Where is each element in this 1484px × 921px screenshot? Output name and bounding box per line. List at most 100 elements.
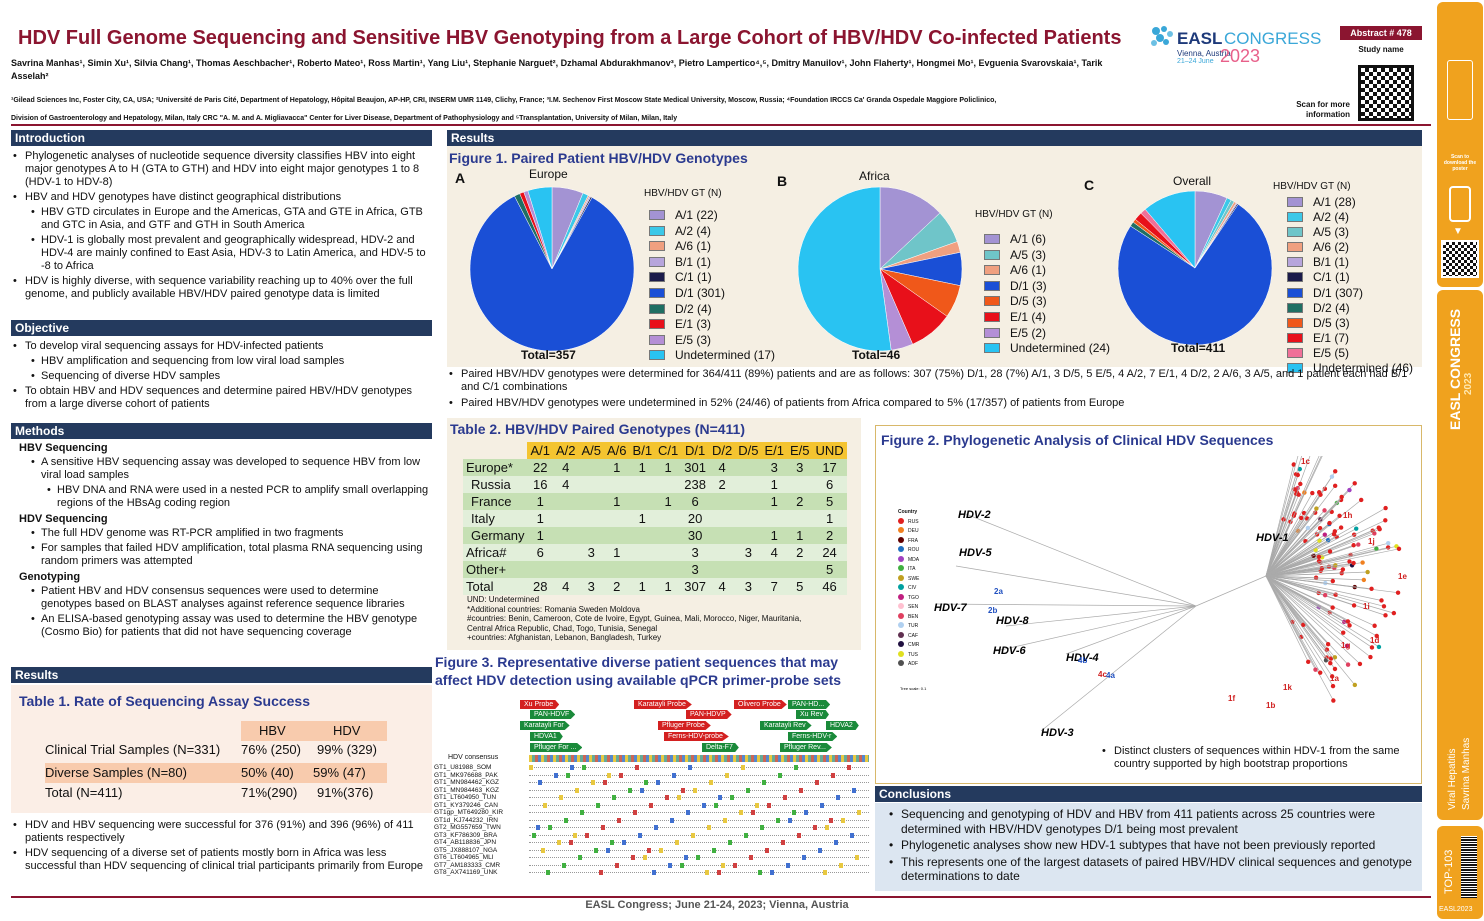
table2-cell — [708, 510, 736, 527]
sequence-mismatch — [730, 795, 734, 800]
table1-col-hdv: HDV — [333, 723, 361, 738]
legend-swatch — [649, 303, 665, 314]
tree-tip — [1365, 569, 1370, 575]
tree-branch — [1265, 575, 1348, 647]
introduction-heading: Introduction — [11, 130, 432, 146]
objective-bullet: To obtain HBV and HDV sequences and dete… — [11, 385, 432, 411]
sequence-mismatch — [802, 855, 806, 860]
table2-cell: 30 — [681, 527, 709, 544]
tree-tip — [1341, 630, 1346, 635]
country-legend-item: TUS — [898, 650, 919, 661]
table2-cell: 2 — [604, 578, 630, 595]
primer-probe-arrow: Pfluger For ... — [530, 743, 583, 752]
sequence-mismatch — [712, 847, 716, 853]
table2-row-label: Italy — [463, 510, 528, 527]
table2-cell: 1 — [604, 544, 630, 561]
legend-item: Undetermined (24) — [984, 341, 1110, 357]
sidebar-download-tab[interactable]: Scan to download the poster ▼ — [1437, 134, 1483, 287]
legend-swatch — [1287, 272, 1303, 283]
tree-branch — [1265, 522, 1330, 577]
table2-cell: 1 — [527, 510, 553, 527]
legend-swatch — [1287, 212, 1303, 223]
tree-tip — [1340, 567, 1346, 572]
pie-slice-a-1 — [879, 186, 941, 270]
table1-cell: 99% (329) — [317, 742, 377, 757]
tree-tip — [1298, 481, 1303, 487]
legend-swatch — [649, 210, 665, 220]
tree-tip — [1327, 549, 1333, 554]
sequence-row: GT7_AM183333_CMR — [434, 862, 872, 870]
table2-cell: 3 — [681, 561, 709, 578]
tree-tip — [1328, 661, 1333, 666]
table2-cell: 238 — [681, 476, 709, 493]
affiliations: ¹Gilead Sciences Inc, Foster City, CA, U… — [11, 97, 997, 122]
table2-cell — [578, 493, 605, 510]
sequence-mismatch — [786, 862, 790, 868]
tree-tip — [1330, 605, 1335, 610]
sequence-mismatch — [709, 780, 713, 785]
legend-item: E/5 (3) — [649, 333, 775, 349]
tree-tip — [1356, 542, 1361, 547]
pie-c-title: Overall — [1173, 174, 1212, 188]
table2-cell: 16 — [527, 476, 553, 493]
table2-cell — [578, 527, 605, 544]
legend-dot-icon — [898, 593, 904, 600]
table2-cell — [552, 493, 579, 510]
clade-label: HDV-4 — [1066, 652, 1099, 664]
sequence-mismatch — [654, 825, 658, 830]
legend-item: A/2 (4) — [1287, 210, 1413, 225]
country-legend-item: CIV — [898, 584, 919, 594]
country-legend-item: BEN — [898, 612, 919, 623]
sidebar-logo-tab[interactable] — [1437, 2, 1483, 156]
figure3-alignment: Xu Probe PAN-HDVF Karatayli For HDVA1 Pfluge… — [434, 697, 872, 887]
tree-tip — [1329, 674, 1335, 679]
primer-probe-arrow: Olivero Probe — [734, 700, 787, 709]
results-bullet: HDV sequencing of a diverse set of patie… — [11, 847, 432, 873]
legend-dot-icon — [898, 622, 904, 628]
primer-probe-arrow: PAN-HD... — [788, 700, 831, 709]
sequence-mismatch — [681, 787, 685, 793]
table2-cell — [735, 459, 762, 476]
phylogenetic-tree: HDV-1 HDV-2 HDV-3 HDV-4 HDV-5 HDV-6 HDV-7 HDV-8… — [900, 456, 1407, 739]
tree-tip — [1331, 532, 1337, 537]
download-label: Scan to download the poster — [1443, 154, 1477, 172]
pie-c-total: Total=411 — [1171, 341, 1226, 355]
sequence-row: GT1_KY379246_CAN — [434, 802, 872, 810]
tree-tip — [1360, 560, 1365, 565]
legend-dot-icon — [898, 527, 904, 533]
sequence-row: GT1_U81988_SOM — [434, 764, 872, 772]
sequence-row: GT4_AB118836_JPN — [434, 839, 872, 847]
sequence-mismatch — [815, 780, 819, 785]
tree-branch — [1265, 548, 1377, 577]
table2-cell: 1 — [786, 527, 813, 544]
tree-branch — [1195, 575, 1267, 607]
tree-tip — [1332, 483, 1338, 489]
sequence-mismatch — [829, 817, 833, 823]
figure1-bullets: Paired HBV/HDV genotypes were determined… — [447, 368, 1422, 412]
subclade-label: 1e — [1398, 572, 1407, 581]
table2-cell: 6 — [681, 493, 709, 510]
methods-section: Methods HBV Sequencing A sensitive HBV s… — [11, 423, 432, 641]
qr-code-icon[interactable] — [1358, 65, 1414, 121]
sequence-mismatch — [548, 825, 552, 830]
pie-b-title: Africa — [859, 169, 890, 183]
subclade-label: 4a — [1106, 671, 1115, 680]
legend-dot-icon — [898, 546, 904, 552]
tree-branch — [935, 603, 1197, 607]
legend-swatch — [649, 241, 665, 252]
sequence-mismatch — [631, 855, 635, 860]
consensus-sequence — [529, 755, 869, 762]
figure3-title: Figure 3. Representative diverse patient… — [435, 654, 842, 688]
sequence-mismatch — [850, 832, 854, 838]
tree-branch — [1265, 575, 1333, 608]
table2-cell — [786, 476, 813, 493]
table2-row-label: Total — [463, 578, 528, 595]
tree-branch — [1005, 605, 1197, 627]
table2-col-header: A/5 — [578, 442, 605, 459]
legend-item: A/5 (3) — [984, 248, 1110, 264]
legend-dot-icon — [898, 584, 904, 590]
table2-cell — [708, 544, 736, 561]
tree-branch — [1265, 527, 1309, 577]
easl-dots-icon — [1151, 26, 1173, 46]
legend-swatch — [649, 319, 665, 330]
